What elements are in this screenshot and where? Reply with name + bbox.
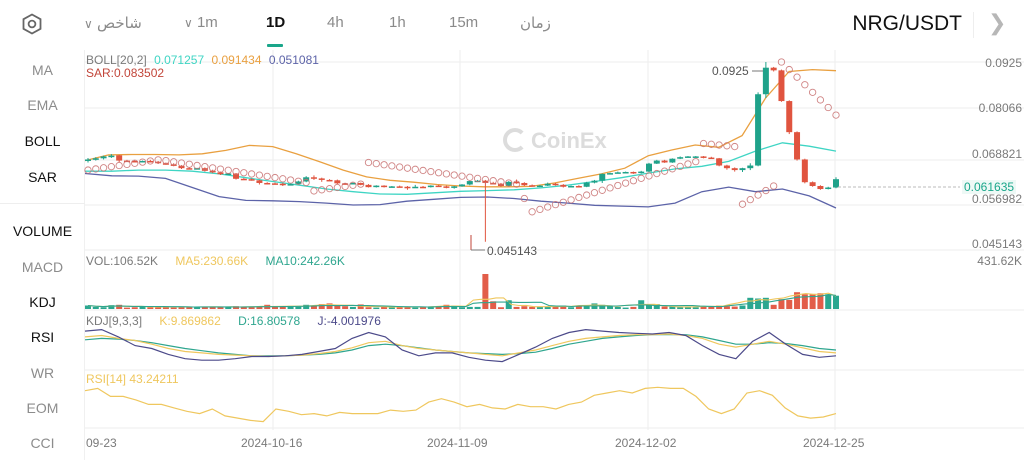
indicator-kdj[interactable]: KDJ (29, 294, 56, 310)
x-axis-tick: 2024-10-16 (241, 436, 303, 450)
boll-lower-value: 0.051081 (268, 53, 319, 67)
kdj-j-value: J:-4.001976 (317, 314, 381, 328)
price-axis-tick: 0.068821 (971, 147, 1022, 161)
price-axis-tick: 0.08066 (978, 101, 1022, 115)
x-axis-tick: 2024-12-02 (615, 436, 677, 450)
boll-legend: BOLL[20,2] 0.071257 0.091434 0.051081 (86, 53, 319, 67)
kdj-k-value: K:9.869862 (159, 314, 221, 328)
indicator-ema[interactable]: EMA (27, 97, 58, 113)
indicator-ma[interactable]: MA (32, 62, 53, 78)
kdj-d-value: D:16.80578 (238, 314, 301, 328)
watermark-text: CoinEx (531, 128, 607, 153)
divider (973, 12, 974, 38)
indicator-boll[interactable]: BOLL (24, 133, 61, 149)
x-axis-tick: 2024-12-25 (803, 436, 865, 450)
indicator-cci[interactable]: CCI (30, 435, 55, 451)
volume-axis-max: 431.62K (977, 254, 1022, 268)
minute-interval-dropdown[interactable]: ∨ 1m (184, 14, 218, 31)
vol-ma5-value: MA5:230.66K (175, 254, 249, 268)
rsi-legend: RSI[14] 43.24211 (86, 372, 179, 386)
indicator-dropdown[interactable]: ∨ شاخص (84, 14, 142, 32)
indicator-eom[interactable]: EOM (26, 400, 59, 416)
indicator-sar[interactable]: SAR (28, 169, 57, 185)
vol-value: VOL:106.52K (86, 254, 159, 268)
vol-ma10-value: MA10:242.26K (265, 254, 345, 268)
price-axis-tick: 0.056982 (971, 192, 1022, 206)
indicator-wr[interactable]: WR (30, 365, 55, 381)
tab-interval-1d[interactable]: 1D (266, 14, 286, 31)
indicator-rsi[interactable]: RSI (30, 329, 55, 345)
boll-legend-name: BOLL[20,2] (86, 53, 147, 67)
high-price-marker: 0.0925 (712, 64, 749, 78)
tab-interval-1h[interactable]: 1h (389, 14, 406, 31)
x-axis-tick: 2024-11-09 (427, 436, 488, 450)
indicator-dropdown-label: شاخص (96, 15, 142, 32)
indicator-side-panel: MA EMA BOLL SAR VOLUME MACD KDJ RSI WR E… (0, 50, 85, 460)
sar-legend: SAR:0.083502 (86, 66, 165, 80)
chevron-down-icon: ∨ (184, 16, 193, 30)
x-axis-tick: 09-23 (86, 436, 117, 450)
volume-legend: VOL:106.52K MA5:230.66K MA10:242.26K (86, 254, 345, 268)
tab-interval-15m[interactable]: 15m (449, 14, 479, 31)
settings-hexagon-icon[interactable] (22, 13, 42, 39)
indicator-volume[interactable]: VOLUME (12, 223, 73, 239)
kdj-legend: KDJ[9,3,3] K:9.869862 D:16.80578 J:-4.00… (86, 314, 381, 328)
trading-pair-title: NRG/USDT (852, 12, 962, 35)
indicator-macd[interactable]: MACD (21, 259, 64, 275)
divider (0, 203, 85, 204)
price-axis-tick: 0.045143 (971, 237, 1022, 251)
minute-interval-label: 1m (196, 14, 218, 31)
chevron-right-icon[interactable]: ❯ (988, 10, 1007, 35)
coinex-watermark: CoinEx (503, 128, 607, 154)
last-price-label: 0.061635 (962, 180, 1017, 194)
low-price-marker: 0.045143 (487, 244, 538, 258)
active-tab-indicator (267, 44, 283, 47)
kdj-legend-name: KDJ[9,3,3] (86, 314, 143, 328)
boll-upper-value: 0.091434 (211, 53, 262, 67)
tab-time[interactable]: زمان (520, 15, 551, 32)
boll-mid-value: 0.071257 (154, 53, 205, 67)
top-toolbar: ∨ شاخص ∨ 1m 1D 4h 1h 15m زمان NRG/USDT ❯ (0, 0, 1024, 50)
tab-interval-4h[interactable]: 4h (327, 14, 344, 31)
chevron-down-icon: ∨ (84, 17, 93, 31)
price-axis-tick: 0.0925 (985, 56, 1022, 70)
coinex-logo-icon (503, 128, 527, 152)
